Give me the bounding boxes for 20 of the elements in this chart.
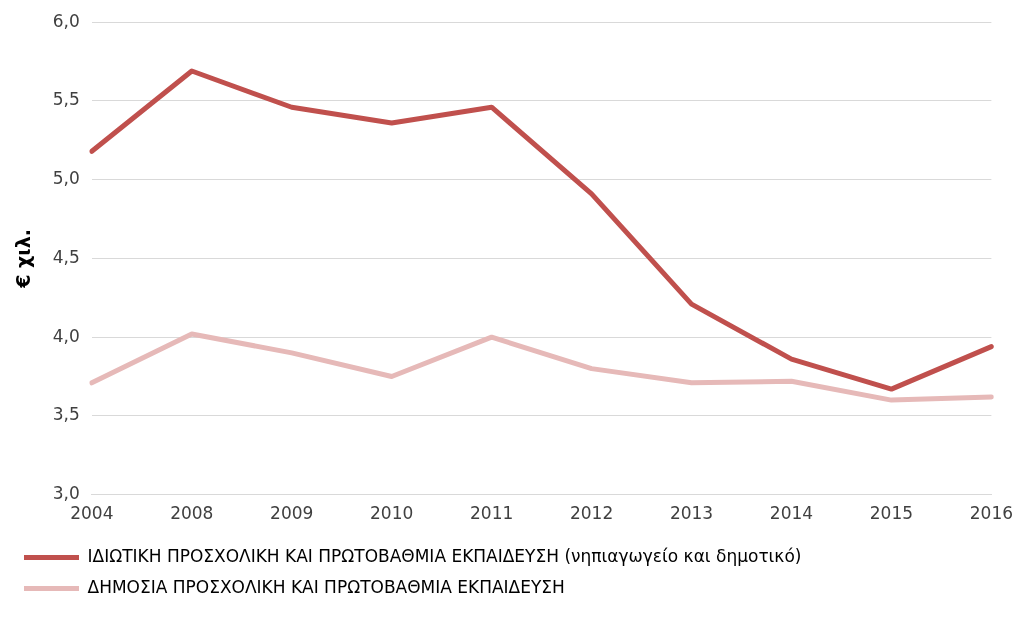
x-tick-label: 2014 — [769, 503, 814, 524]
y-tick-label: 3,5 — [52, 404, 80, 425]
x-tick-label: 2004 — [70, 503, 114, 524]
x-tick-label: 2008 — [170, 503, 214, 524]
y-tick-label: 4,0 — [52, 325, 80, 346]
y-tick-label: 6,0 — [52, 10, 80, 31]
y-axis-title: € χιλ. — [12, 229, 35, 289]
x-tick-label: 2013 — [669, 503, 714, 524]
x-tick-label: 2016 — [969, 503, 1013, 524]
x-tick-label: 2010 — [370, 503, 414, 524]
y-tick-label: 5,0 — [52, 168, 80, 189]
x-tick-label: 2015 — [869, 503, 914, 524]
y-tick-label: 3,0 — [52, 483, 80, 504]
legend-label: ΔΗΜΟΣΙΑ ΠΡΟΣΧΟΛΙΚΗ ΚΑΙ ΠΡΩΤΟΒΑΘΜΙΑ ΕΚΠΑΙΔΕΥΣΗ — [87, 576, 565, 597]
x-tick-label: 2012 — [569, 503, 614, 524]
x-tick-label: 2009 — [270, 503, 314, 524]
y-tick-label: 5,5 — [52, 89, 80, 110]
legend-label: ΙΔΙΩΤΙΚΗ ΠΡΟΣΧΟΛΙΚΗ ΚΑΙ ΠΡΩΤΟΒΑΘΜΙΑ ΕΚΠΑΙΔΕΥΣΗ (νηπιαγωγείο και δημοτικό) — [87, 545, 802, 566]
x-tick-label: 2011 — [470, 503, 514, 524]
y-tick-label: 4,5 — [52, 246, 80, 267]
